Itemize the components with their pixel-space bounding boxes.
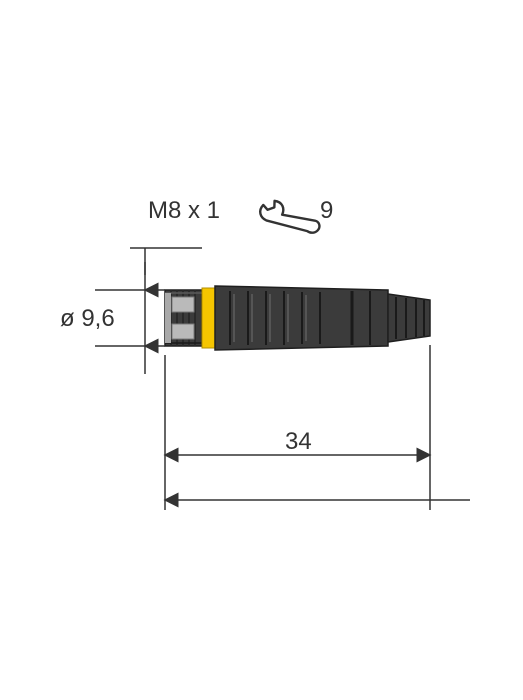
thread-label: M8 x 1 bbox=[148, 197, 220, 225]
drawing-canvas: M8 x 1 9 ø 9,6 34 bbox=[0, 0, 523, 700]
wrench-icon bbox=[258, 189, 321, 247]
length-label: 34 bbox=[285, 428, 312, 456]
connector-drawing bbox=[165, 286, 430, 350]
diameter-label: ø 9,6 bbox=[60, 305, 115, 333]
wrench-size-label: 9 bbox=[320, 197, 333, 225]
diagram-svg bbox=[0, 0, 523, 700]
